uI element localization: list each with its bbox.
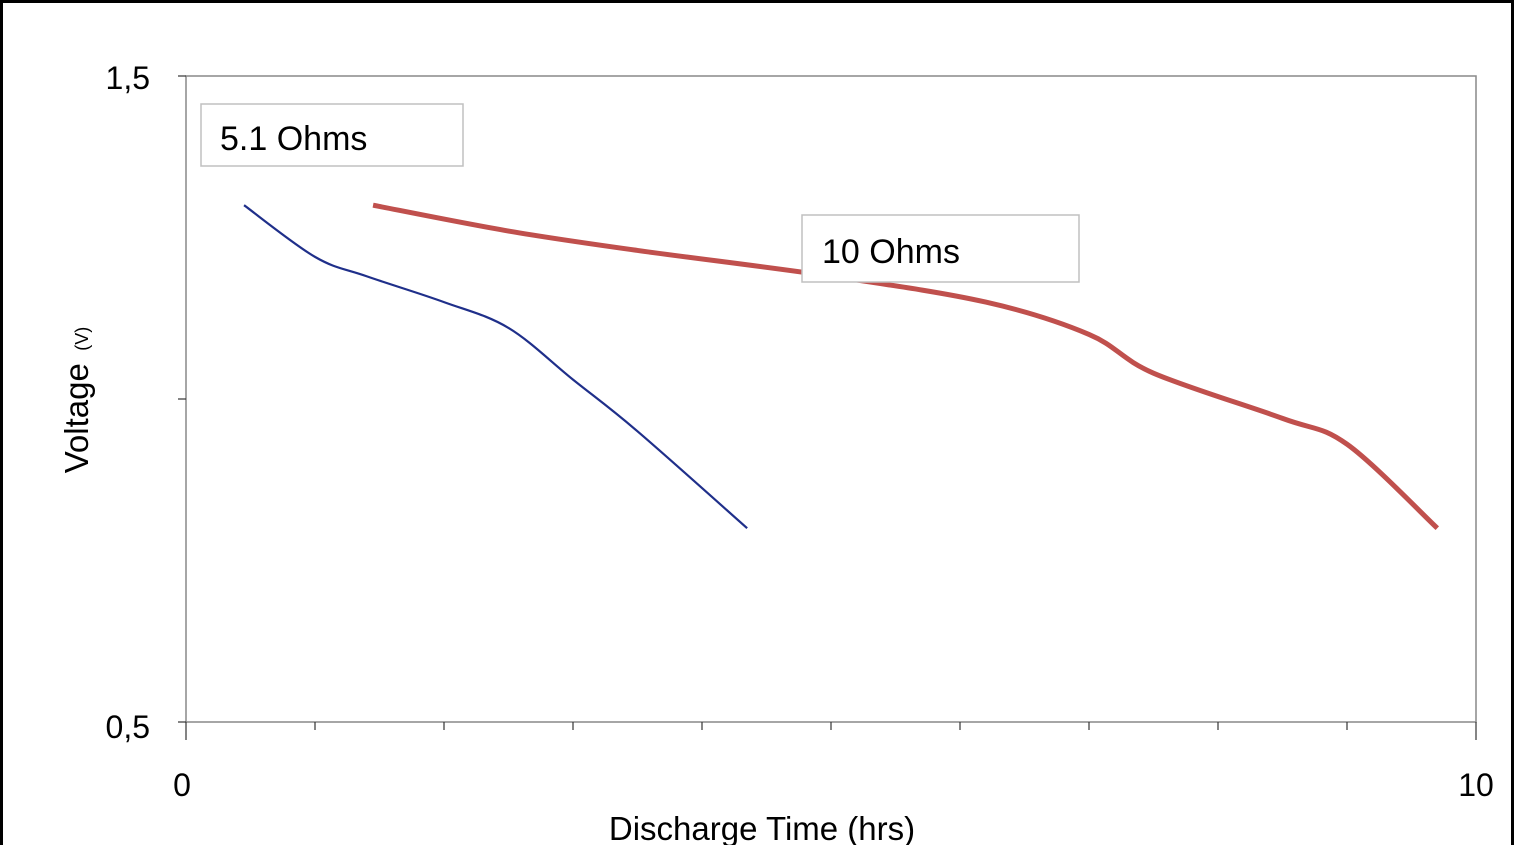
series-line-10-ohms xyxy=(372,202,1440,531)
annotation-5-1-ohms-text: 5.1 Ohms xyxy=(220,120,367,158)
annotation-5-1-ohms: 5.1 Ohms xyxy=(200,103,464,167)
y-tick-label-max: 1,5 xyxy=(106,60,150,96)
y-axis-unit: (V) xyxy=(72,327,92,351)
x-tick-label-max: 10 xyxy=(1458,767,1494,803)
y-tick-label-min: 0,5 xyxy=(106,709,150,745)
plot-area xyxy=(185,75,1477,723)
series-line-5-1-ohms xyxy=(243,204,748,530)
y-axis-title-text: Voltage xyxy=(58,363,95,473)
annotation-10-ohms: 10 Ohms xyxy=(801,214,1080,283)
x-axis-title: Discharge Time (hrs) xyxy=(609,810,915,845)
x-tick-label-min: 0 xyxy=(173,767,191,803)
annotation-10-ohms-text: 10 Ohms xyxy=(822,233,960,271)
y-axis-title-group: Voltage (V) xyxy=(58,327,95,474)
y-axis-title: Voltage (V) xyxy=(58,327,95,474)
